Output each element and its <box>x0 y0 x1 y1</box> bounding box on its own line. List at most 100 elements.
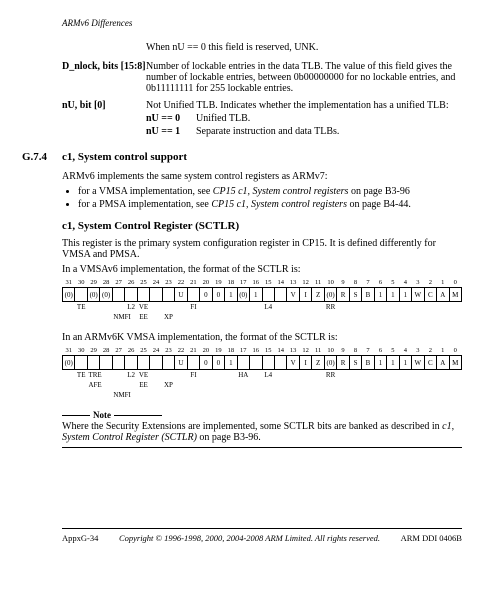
register-bit-cell: 1 <box>387 288 399 302</box>
register-bit-label <box>337 302 349 313</box>
register-bit-cell <box>150 356 162 370</box>
register-bit-cell <box>137 356 149 370</box>
register-bit-cell: R <box>337 288 349 302</box>
register-bit-label <box>449 380 461 390</box>
register-bit-cell: 1 <box>399 356 411 370</box>
field-body: Number of lockable entries in the data T… <box>146 61 462 94</box>
register-bit-label <box>212 370 224 381</box>
register-bit-cell <box>87 356 99 370</box>
register-bit-label: 22 <box>175 279 187 288</box>
register-bit-label <box>449 302 461 313</box>
register-bit-label <box>274 312 286 322</box>
register-bit-label <box>349 370 361 381</box>
register-bit-cell: 0 <box>212 356 224 370</box>
register-bit-label <box>162 302 174 313</box>
bullet-ref: CP15 c1, System control registers <box>211 199 347 210</box>
register-bit-label: 14 <box>274 279 286 288</box>
paragraph: In a VMSAv6 implementation, the format o… <box>62 264 462 275</box>
register-bit-label <box>262 390 274 400</box>
register-bit-label <box>112 370 124 381</box>
register-bit-label <box>387 390 399 400</box>
register-bit-label: 25 <box>137 347 149 356</box>
register-bit-label <box>324 390 336 400</box>
register-bit-label <box>87 302 99 313</box>
register-bit-cell: (0) <box>63 288 75 302</box>
register-bit-label <box>150 312 162 322</box>
register-bit-label <box>87 312 99 322</box>
register-bit-label: NMFI <box>112 390 124 400</box>
register-bit-label: 12 <box>299 279 311 288</box>
register-bit-label: 5 <box>387 279 399 288</box>
register-bit-label <box>437 370 449 381</box>
footer-left: AppxG-34 <box>62 533 98 543</box>
register-bit-label <box>100 370 112 381</box>
register-bit-cell: B <box>362 356 374 370</box>
bullet-suffix: on page B4-44. <box>347 199 411 210</box>
register-bit-label <box>63 302 75 313</box>
register-bit-cell: M <box>449 356 461 370</box>
register-bit-label: FI <box>187 370 199 381</box>
register-bit-label: 30 <box>75 279 87 288</box>
register-bit-label <box>412 370 424 381</box>
register-bit-label <box>137 390 149 400</box>
register-bit-label <box>287 312 299 322</box>
register-bit-label: 9 <box>337 347 349 356</box>
register-bit-label <box>287 380 299 390</box>
register-bit-label <box>312 312 324 322</box>
field-subrow: nU == 1 Separate instruction and data TL… <box>146 126 462 137</box>
register-bit-label <box>437 380 449 390</box>
register-bit-cell: B <box>362 288 374 302</box>
register-bit-label <box>75 380 87 390</box>
register-bit-label <box>374 370 386 381</box>
register-bit-label: 0 <box>449 347 461 356</box>
register-bit-cell <box>187 356 199 370</box>
register-bit-label <box>424 370 436 381</box>
register-bit-label: 2 <box>424 279 436 288</box>
register-bit-label <box>200 380 212 390</box>
register-bit-cell <box>112 356 124 370</box>
register-bit-label <box>150 390 162 400</box>
register-bit-label: 18 <box>225 347 237 356</box>
paragraph: This register is the primary system conf… <box>62 238 462 260</box>
register-bit-cell: V <box>287 288 299 302</box>
register-diagram-vmsav6: 3130292827262524232221201918171615141312… <box>62 279 462 322</box>
register-bit-cell <box>112 288 124 302</box>
register-bit-label <box>337 370 349 381</box>
register-bit-label: TE <box>75 302 87 313</box>
register-bit-cell: W <box>412 356 424 370</box>
register-bit-cell <box>100 356 112 370</box>
register-bit-label <box>349 312 361 322</box>
register-bit-label <box>250 380 262 390</box>
register-bit-label: NMFI <box>112 312 124 322</box>
register-bit-label: TRE <box>87 370 99 381</box>
register-bit-label: 10 <box>324 279 336 288</box>
register-bit-cell <box>125 356 137 370</box>
register-bit-label <box>412 390 424 400</box>
register-bit-label <box>175 370 187 381</box>
register-bit-cell: S <box>349 288 361 302</box>
register-bit-label: 1 <box>437 279 449 288</box>
register-bit-label <box>399 312 411 322</box>
register-bit-cell: R <box>337 356 349 370</box>
section-heading: G.7.4 c1, System control support <box>62 151 462 163</box>
register-bit-cell <box>274 356 286 370</box>
register-bit-cell: 1 <box>374 288 386 302</box>
register-bit-cell: 0 <box>200 356 212 370</box>
register-bit-label: 11 <box>312 279 324 288</box>
register-bit-label <box>175 390 187 400</box>
register-bit-label <box>212 390 224 400</box>
register-bit-label <box>399 390 411 400</box>
register-bit-label <box>200 370 212 381</box>
register-bit-label <box>125 380 137 390</box>
section-number: G.7.4 <box>22 151 62 163</box>
register-bit-label <box>63 370 75 381</box>
register-bit-label <box>225 302 237 313</box>
register-bit-cell <box>187 288 199 302</box>
register-bit-label: 3 <box>412 347 424 356</box>
register-bit-label <box>100 390 112 400</box>
register-bit-label <box>237 302 249 313</box>
register-bit-label: 12 <box>299 347 311 356</box>
register-bit-label <box>337 390 349 400</box>
register-bit-label <box>374 312 386 322</box>
register-bit-cell: A <box>437 356 449 370</box>
